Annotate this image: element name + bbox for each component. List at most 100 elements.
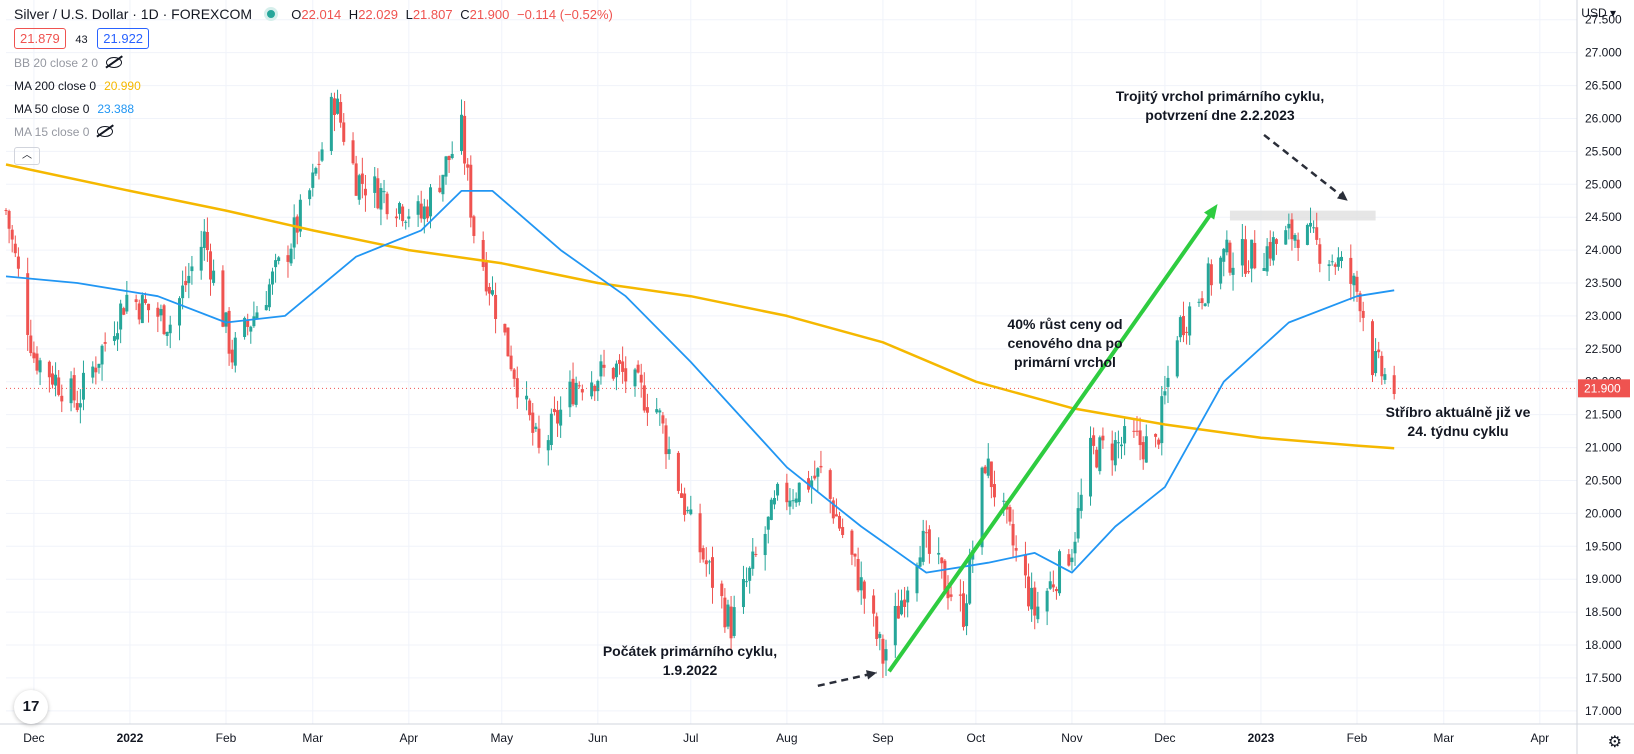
resistance-band [1229, 210, 1376, 221]
candle-body [1113, 440, 1117, 466]
x-tick-label: Aug [776, 731, 797, 745]
candle-body [246, 320, 250, 327]
x-tick-label: Dec [1154, 731, 1175, 745]
candle-body [57, 377, 61, 395]
candle-body [1228, 242, 1232, 273]
candle-body [47, 361, 51, 378]
indicator-ma50[interactable]: MA 50 close 0 23.388 [14, 102, 135, 116]
y-tick-label: 20.500 [1585, 473, 1622, 487]
candle-body [927, 529, 931, 554]
candle-body [525, 395, 529, 400]
candle-body [404, 221, 408, 223]
candle-body [1349, 257, 1353, 284]
candle-body [1073, 541, 1077, 554]
candle-body [915, 565, 919, 594]
candle-body [1293, 235, 1297, 241]
candle-body [429, 187, 433, 217]
candle-body [363, 188, 367, 196]
candle-body [1048, 581, 1052, 589]
candle-body [862, 581, 866, 599]
candle-body [1058, 551, 1062, 594]
candle-body [1181, 316, 1185, 336]
gear-icon[interactable]: ⚙ [1607, 734, 1622, 751]
candle-body [1123, 426, 1127, 444]
candle-body [509, 355, 513, 370]
indicator-ma15[interactable]: MA 15 close 0 [14, 125, 617, 141]
candle-body [16, 256, 20, 269]
currency-selector[interactable]: USD ▾ [1581, 6, 1616, 20]
eye-hidden-icon[interactable] [97, 126, 114, 137]
sell-price-box[interactable]: 21.879 [14, 28, 66, 49]
candle-body [401, 206, 405, 222]
collapse-legend-button[interactable]: ︿ [14, 147, 40, 165]
candle-body [1101, 435, 1105, 441]
candle-body [590, 382, 594, 397]
candle-body [13, 243, 17, 254]
x-tick-label: May [490, 731, 513, 745]
candle-body [382, 191, 386, 193]
candle-body [1033, 587, 1037, 616]
market-open-icon [263, 7, 278, 21]
candle-body [1141, 442, 1145, 460]
candle-body [819, 465, 823, 468]
candle-body [38, 360, 42, 373]
candle-body [664, 425, 668, 455]
candle-body [209, 251, 213, 280]
y-tick-label: 19.000 [1585, 572, 1622, 586]
candle-body [707, 561, 711, 563]
candle-body [655, 409, 659, 413]
candle-body [791, 500, 795, 502]
candle-body [1309, 222, 1313, 227]
candle-body [1002, 500, 1006, 502]
candle-body [624, 368, 628, 382]
dashed-arrow-head [1336, 190, 1348, 201]
candle-body [97, 363, 101, 368]
symbol-title[interactable]: Silver / U.S. Dollar · 1D · FOREXCOM [14, 6, 253, 22]
candle-body [1045, 590, 1049, 612]
candle-body [178, 298, 182, 326]
indicator-ma200[interactable]: MA 200 close 0 20.990 [14, 79, 141, 93]
buy-price-box[interactable]: 21.922 [97, 28, 150, 49]
candle-body [1262, 268, 1266, 271]
candle-body [903, 599, 907, 607]
candle-body [1089, 437, 1093, 497]
candle-body [227, 310, 231, 354]
candle-body [546, 440, 550, 451]
candle-body [94, 367, 98, 373]
dashed-arrow-head [866, 670, 877, 680]
eye-hidden-icon[interactable] [106, 57, 123, 68]
candle-body [78, 403, 82, 408]
x-tick-label: 2022 [117, 731, 144, 745]
candle-body [729, 606, 733, 639]
candle-body [1135, 430, 1139, 432]
candle-body [289, 248, 293, 264]
candle-body [571, 378, 575, 405]
candle-body [1383, 374, 1387, 380]
candle-body [255, 312, 259, 320]
candle-body [26, 273, 30, 335]
candle-body [487, 286, 491, 294]
candle-body [834, 514, 838, 517]
candle-body [463, 115, 467, 164]
x-tick-label: Oct [967, 731, 986, 745]
candle-body [645, 407, 649, 413]
candle-body [140, 295, 144, 324]
candle-body [444, 156, 448, 177]
candle-body [534, 426, 538, 430]
candle-body [611, 367, 615, 379]
x-tick-label: 2023 [1248, 731, 1275, 745]
candle-body [1206, 263, 1210, 304]
y-tick-label: 20.000 [1585, 506, 1622, 520]
candle-body [116, 333, 120, 340]
candle-body [286, 255, 290, 262]
indicator-bb[interactable]: BB 20 close 2 0 [14, 56, 617, 72]
candle-body [1336, 257, 1340, 267]
candle-body [1051, 584, 1055, 588]
candle-body [143, 299, 147, 303]
candle-body [1268, 241, 1272, 259]
x-tick-label: Mar [302, 731, 323, 745]
x-tick-label: Apr [1530, 731, 1549, 745]
candle-body [1219, 257, 1223, 284]
tradingview-logo[interactable]: 17 [14, 690, 48, 724]
